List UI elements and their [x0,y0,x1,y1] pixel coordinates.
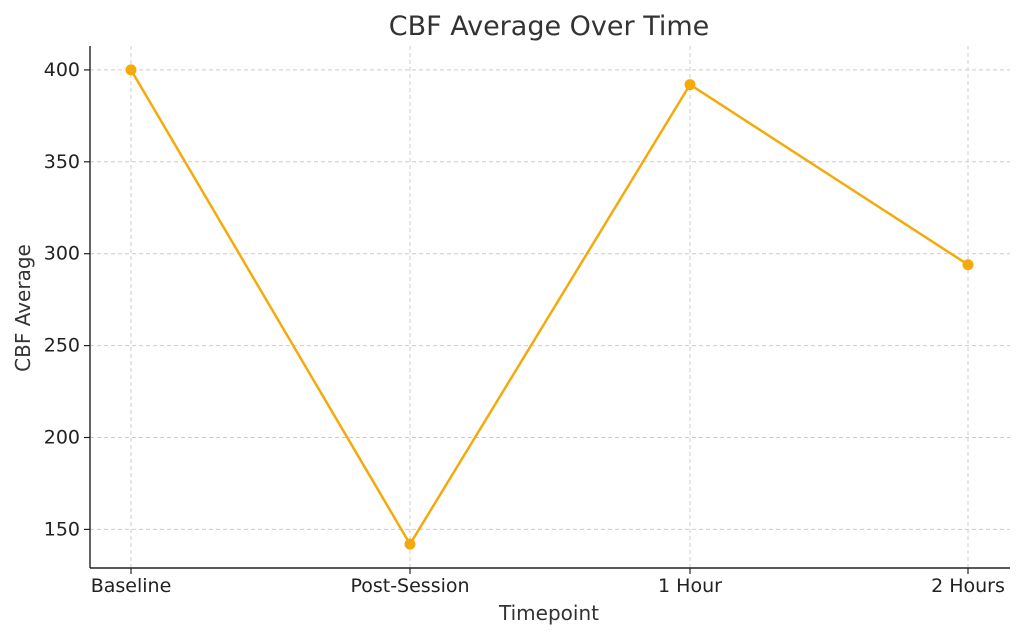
x-tick-label: Baseline [91,575,172,597]
x-tick-label: 1 Hour [658,575,722,597]
data-point-3 [684,79,696,91]
x-tick-label: Post-Session [350,575,469,597]
x-tick-label: 2 Hours [931,575,1005,597]
y-tick-label: 300 [44,243,80,265]
axes: 150 200 250 300 350 400 Baseline Post-Session 1 … [44,46,1010,597]
y-tick-label: 400 [44,59,80,81]
x-axis-title: Timepoint [498,601,599,625]
data-point-4 [962,259,974,271]
data-point-2 [404,538,416,550]
y-tick-label: 150 [44,518,80,540]
y-tick-label: 350 [44,151,80,173]
y-tick-label: 200 [44,427,80,449]
series-layer [125,64,974,550]
series-line-1 [129,68,970,546]
y-axis-title: CBF Average [11,244,35,372]
grid [90,46,1010,568]
chart-title: CBF Average Over Time [389,11,710,42]
data-point-1 [125,64,137,76]
y-tick-label: 250 [44,335,80,357]
